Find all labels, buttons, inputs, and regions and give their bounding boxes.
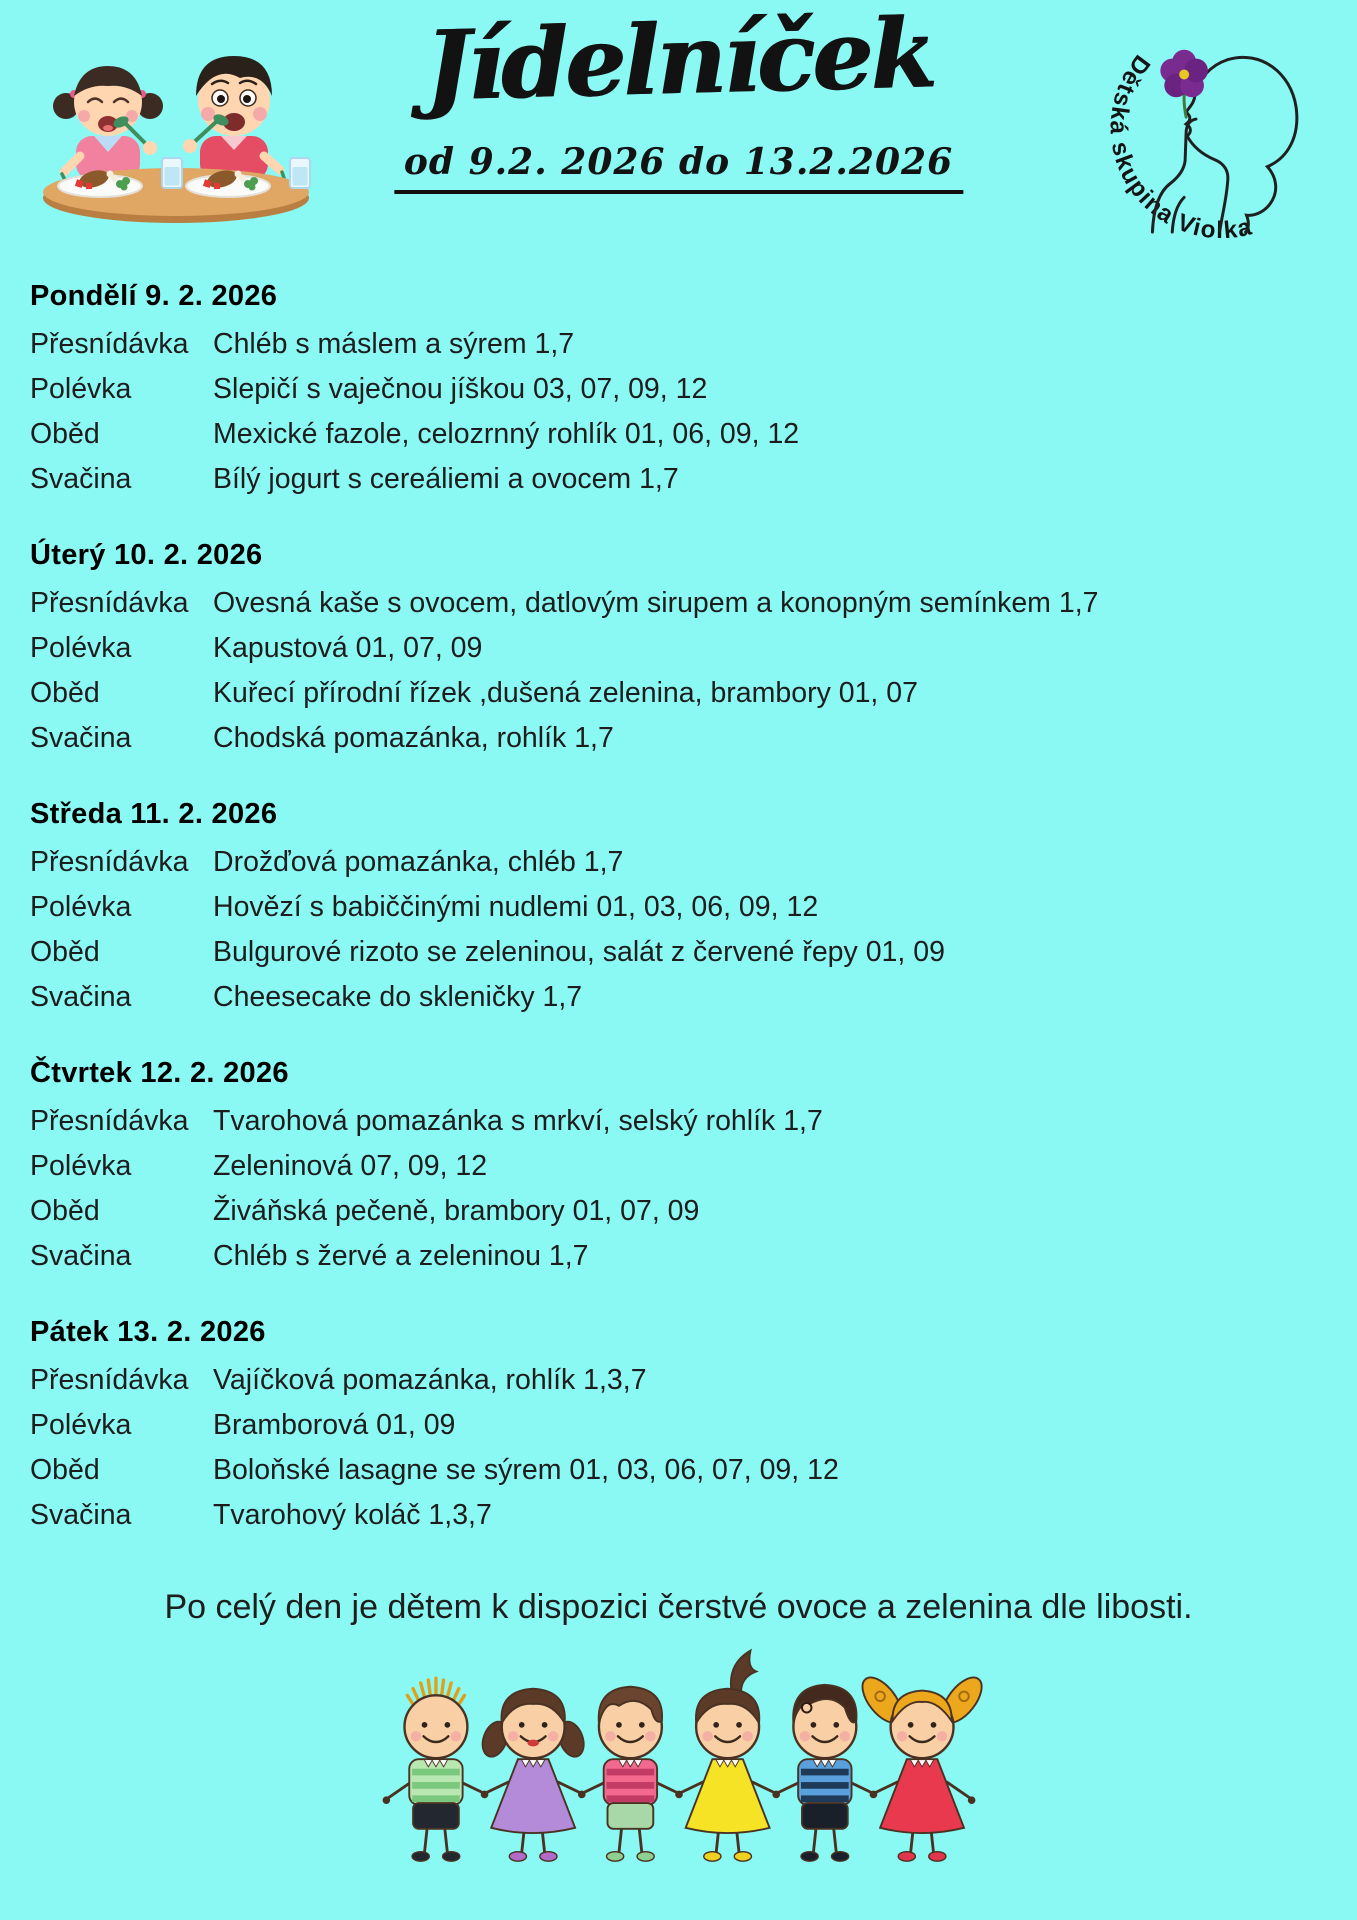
meal-row: Svačina Bílý jogurt s cereáliemi a ovoce… bbox=[30, 457, 1327, 502]
meal-value: Chodská pomazánka, rohlík 1,7 bbox=[213, 722, 614, 754]
meal-value: Bramborová 01, 09 bbox=[213, 1409, 456, 1441]
meal-label: Oběd bbox=[30, 1454, 100, 1486]
meal-value: Ovesná kaše s ovocem, datlovým sirupem a… bbox=[213, 587, 1099, 619]
meal-label: Přesnídávka bbox=[30, 328, 189, 360]
date-range: od 9.2. 2026 do 13.2.2026 bbox=[393, 139, 964, 194]
title-block: Jídelníček od 9.2. 2026 do 13.2.2026 bbox=[393, 0, 964, 194]
faces bbox=[410, 1722, 947, 1747]
meal-row: Polévka Slepičí s vaječnou jíškou 03, 07… bbox=[30, 367, 1327, 412]
day-section-monday: Pondělí 9. 2. 2026 Přesnídávka Chléb s m… bbox=[30, 280, 1327, 502]
meal-label: Svačina bbox=[30, 722, 132, 754]
day-heading: Pátek 13. 2. 2026 bbox=[30, 1316, 266, 1348]
day-section-wednesday: Středa 11. 2. 2026 Přesnídávka Drožďová … bbox=[30, 798, 1327, 1020]
meal-row: Oběd Živáňská pečeně, brambory 01, 07, 0… bbox=[30, 1189, 1327, 1234]
bodies bbox=[407, 1758, 965, 1835]
meal-row: Oběd Bulgurové rizoto se zeleninou, salá… bbox=[30, 930, 1327, 975]
day-heading: Pondělí 9. 2. 2026 bbox=[30, 280, 278, 312]
meal-label: Polévka bbox=[30, 632, 132, 664]
meal-row: Oběd Mexické fazole, celozrnný rohlík 01… bbox=[30, 412, 1327, 457]
meal-label: Oběd bbox=[30, 677, 100, 709]
meal-row: Oběd Boloňské lasagne se sýrem 01, 03, 0… bbox=[30, 1448, 1327, 1493]
meal-value: Cheesecake do skleničky 1,7 bbox=[213, 981, 583, 1013]
meal-value: Živáňská pečeně, brambory 01, 07, 09 bbox=[213, 1195, 700, 1227]
footer-note: Po celý den je dětem k dispozici čerstvé… bbox=[164, 1588, 1193, 1626]
meal-value: Mexické fazole, celozrnný rohlík 01, 06,… bbox=[213, 418, 800, 450]
meal-row: Svačina Chléb s žervé a zeleninou 1,7 bbox=[30, 1234, 1327, 1279]
meal-label: Přesnídávka bbox=[30, 846, 189, 878]
meal-label: Oběd bbox=[30, 1195, 100, 1227]
day-section-friday: Pátek 13. 2. 2026 Přesnídávka Vajíčková … bbox=[30, 1316, 1327, 1538]
day-heading: Čtvrtek 12. 2. 2026 bbox=[30, 1057, 289, 1089]
meal-row: Oběd Kuřecí přírodní řízek ,dušená zelen… bbox=[30, 671, 1327, 716]
boy-figure bbox=[183, 56, 288, 186]
meal-value: Bulgurové rizoto se zeleninou, salát z č… bbox=[213, 936, 945, 968]
hands bbox=[382, 1790, 975, 1804]
meal-row: Polévka Kapustová 01, 07, 09 bbox=[30, 626, 1327, 671]
child-outline bbox=[1150, 55, 1299, 234]
violka-logo: Dětská skupina Violka bbox=[1105, 49, 1299, 238]
meal-value: Vajíčková pomazánka, rohlík 1,3,7 bbox=[213, 1364, 647, 1396]
shoes bbox=[410, 1850, 947, 1862]
meal-row: Polévka Hovězí s babiččinými nudlemi 01,… bbox=[30, 885, 1327, 930]
collars bbox=[423, 1759, 934, 1768]
day-section-tuesday: Úterý 10. 2. 2026 Přesnídávka Ovesná kaš… bbox=[30, 539, 1327, 761]
meal-row: Přesnídávka Ovesná kaše s ovocem, datlov… bbox=[30, 581, 1327, 626]
meal-label: Polévka bbox=[30, 891, 132, 923]
meal-row: Přesnídávka Drožďová pomazánka, chléb 1,… bbox=[30, 840, 1327, 885]
meal-value: Drožďová pomazánka, chléb 1,7 bbox=[213, 846, 624, 878]
meal-value: Zeleninová 07, 09, 12 bbox=[213, 1150, 488, 1182]
flower-icon bbox=[1160, 49, 1208, 119]
header: Jídelníček od 9.2. 2026 do 13.2.2026 Dět… bbox=[0, 0, 1357, 262]
kids-eating-illustration bbox=[43, 56, 311, 223]
meal-row: Přesnídávka Vajíčková pomazánka, rohlík … bbox=[30, 1358, 1327, 1403]
girl-figure bbox=[53, 66, 163, 188]
meal-row: Svačina Chodská pomazánka, rohlík 1,7 bbox=[30, 716, 1327, 761]
meal-value: Tvarohový koláč 1,3,7 bbox=[213, 1499, 492, 1531]
hair-caps bbox=[500, 1683, 953, 1727]
meal-label: Polévka bbox=[30, 1150, 132, 1182]
meal-row: Přesnídávka Tvarohová pomazánka s mrkví,… bbox=[30, 1099, 1327, 1144]
limbs bbox=[384, 1780, 973, 1855]
meal-row: Svačina Tvarohový koláč 1,3,7 bbox=[30, 1493, 1327, 1538]
meal-label: Svačina bbox=[30, 463, 132, 495]
meal-value: Chléb s žervé a zeleninou 1,7 bbox=[213, 1240, 589, 1272]
page-title: Jídelníček bbox=[422, 0, 935, 123]
kids-holding-hands-illustration bbox=[382, 1648, 983, 1862]
meal-value: Kapustová 01, 07, 09 bbox=[213, 632, 483, 664]
meal-value: Boloňské lasagne se sýrem 01, 03, 06, 07… bbox=[213, 1454, 839, 1486]
back-hair bbox=[481, 1648, 983, 1758]
meal-label: Svačina bbox=[30, 981, 132, 1013]
meal-label: Oběd bbox=[30, 418, 100, 450]
meal-row: Polévka Zeleninová 07, 09, 12 bbox=[30, 1144, 1327, 1189]
meal-row: Přesnídávka Chléb s máslem a sýrem 1,7 bbox=[30, 322, 1327, 367]
meal-value: Tvarohová pomazánka s mrkví, selský rohl… bbox=[213, 1105, 823, 1137]
plates-and-food bbox=[57, 170, 271, 198]
meal-value: Kuřecí přírodní řízek ,dušená zelenina, … bbox=[213, 677, 918, 709]
meal-label: Přesnídávka bbox=[30, 1105, 189, 1137]
meal-label: Svačina bbox=[30, 1240, 132, 1272]
heads bbox=[402, 1694, 955, 1760]
meal-row: Svačina Cheesecake do skleničky 1,7 bbox=[30, 975, 1327, 1020]
meal-label: Polévka bbox=[30, 373, 132, 405]
meal-value: Chléb s máslem a sýrem 1,7 bbox=[213, 328, 575, 360]
day-heading: Středa 11. 2. 2026 bbox=[30, 798, 278, 830]
meal-label: Polévka bbox=[30, 1409, 132, 1441]
meal-label: Svačina bbox=[30, 1499, 132, 1531]
meal-label: Oběd bbox=[30, 936, 100, 968]
water-glasses bbox=[161, 157, 311, 189]
day-section-thursday: Čtvrtek 12. 2. 2026 Přesnídávka Tvarohov… bbox=[30, 1057, 1327, 1279]
weekly-menu: Pondělí 9. 2. 2026 Přesnídávka Chléb s m… bbox=[0, 262, 1357, 1538]
meal-value: Slepičí s vaječnou jíškou 03, 07, 09, 12 bbox=[213, 373, 708, 405]
meal-row: Polévka Bramborová 01, 09 bbox=[30, 1403, 1327, 1448]
meal-value: Hovězí s babiččinými nudlemi 01, 03, 06,… bbox=[213, 891, 819, 923]
meal-label: Přesnídávka bbox=[30, 587, 189, 619]
day-heading: Úterý 10. 2. 2026 bbox=[30, 539, 263, 571]
meal-value: Bílý jogurt s cereáliemi a ovocem 1,7 bbox=[213, 463, 679, 495]
meal-label: Přesnídávka bbox=[30, 1364, 189, 1396]
